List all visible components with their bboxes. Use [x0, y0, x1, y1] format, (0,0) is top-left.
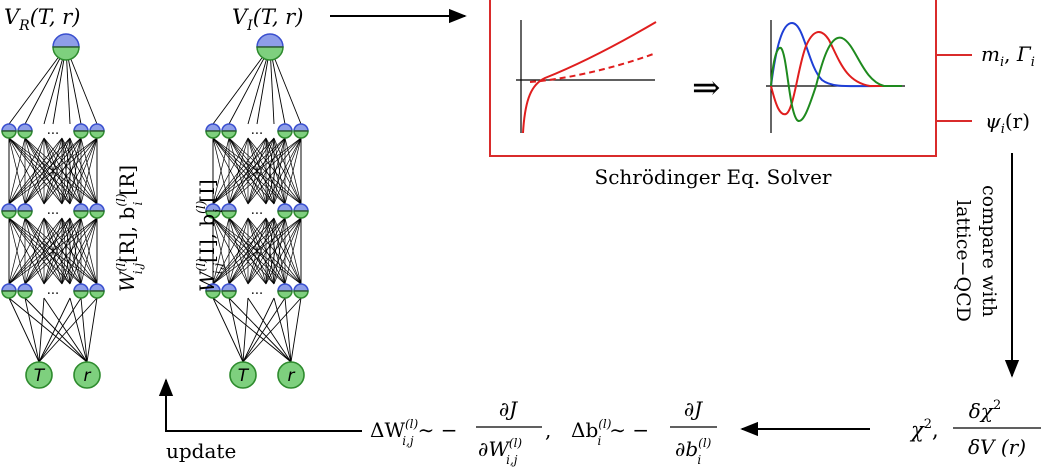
compare-label: compare with — [978, 185, 1000, 317]
network-real-hidden-node — [89, 283, 105, 299]
network-real-output-label: VR(T, r) — [4, 5, 80, 34]
wavefunction-blue-curve — [770, 21, 881, 88]
network-imag-weights-label: W(l) i,j[I], b(l) i[I] — [194, 179, 225, 292]
network-imag-input-node: r — [277, 361, 305, 389]
network-real-hidden-node — [17, 283, 33, 299]
formula-separator: , — [545, 418, 551, 442]
wavefunction-red-curve — [770, 31, 895, 116]
network-imag-hidden-node — [205, 203, 221, 219]
dW-lhs: ΔW(l) i,j ∼ − — [370, 417, 457, 448]
network-imag-hidden-node — [277, 123, 293, 139]
dW-denominator: ∂W(l) i,j — [478, 436, 522, 467]
network-real-hidden-node — [1, 203, 17, 219]
network-imag-hidden-node — [293, 203, 309, 219]
network-imag-hidden-ellipsis: ... — [251, 123, 263, 138]
network-real-hidden-ellipsis: ... — [47, 283, 59, 298]
solver-caption: Schrödinger Eq. Solver — [595, 165, 832, 189]
network-imag-hidden-node — [221, 203, 237, 219]
svg-text:lattice−QCD: lattice−QCD — [952, 200, 974, 322]
network-real-hidden-node — [89, 123, 105, 139]
output-mass-width-label: mi, Γi — [981, 42, 1035, 70]
network-imag-input-label: T — [238, 366, 250, 386]
network-real-hidden-node — [17, 123, 33, 139]
svg-text:compare with: compare with — [978, 185, 1000, 317]
network-imag-hidden-node — [293, 123, 309, 139]
network-real-hidden-node — [73, 123, 89, 139]
svg-text:W(l)i,j[I], b(l)i[I]: W(l) i,j[I], b(l) i[I] — [194, 179, 225, 292]
chi-squared-label: χ2, — [909, 417, 939, 442]
network-real-weights-label: W(l) i,j[R], b(l) i[R] — [114, 165, 145, 292]
network-real-input-label: T — [34, 366, 46, 386]
dW-numerator: ∂J — [499, 397, 518, 421]
network-real-input-label: r — [84, 366, 92, 386]
output-wavefunction-label: ψi(r) — [985, 109, 1030, 137]
schrodinger-solver-box: ⇒ — [489, 0, 937, 157]
arrow-update — [158, 378, 362, 432]
network-imag-output-node — [256, 33, 284, 61]
network-real-hidden-ellipsis: ... — [47, 203, 59, 218]
network-imag-hidden-node — [205, 283, 221, 299]
neural-network-real: ......... T r — [1, 33, 105, 389]
gradient-update-formula: ΔW(l) i,j ∼ − ∂J ∂W(l) i,j , Δb(l) i ∼ − ∂J ∂… — [370, 397, 717, 467]
network-imag-hidden-node — [293, 283, 309, 299]
potential-real-curve — [522, 21, 657, 134]
network-imag-hidden-node — [221, 123, 237, 139]
network-imag-hidden-node — [205, 123, 221, 139]
potential-imag-curve — [529, 52, 657, 83]
neural-network-imag: ......... T r — [205, 33, 309, 389]
network-real-input-node: r — [73, 361, 101, 389]
db-lhs: Δb(l) i ∼ − — [571, 417, 649, 448]
svg-text:W(l)i,j[R], b(l)i[R]: W(l) i,j[R], b(l) i[R] — [114, 165, 145, 292]
network-imag-hidden-node — [277, 283, 293, 299]
network-real-input-node: T — [25, 361, 53, 389]
chi-derivative-numerator: δχ2 — [969, 398, 1001, 423]
network-real-hidden-node — [1, 283, 17, 299]
network-imag-input-label: r — [288, 366, 296, 386]
network-real-hidden-node — [73, 283, 89, 299]
wavefunction-green-curve — [770, 36, 902, 122]
db-numerator: ∂J — [684, 397, 703, 421]
compare-label-line2: lattice−QCD — [952, 200, 974, 322]
network-real-output-node — [52, 33, 80, 61]
network-real-hidden-ellipsis: ... — [47, 123, 59, 138]
network-real-hidden-node — [1, 123, 17, 139]
network-real-hidden-node — [89, 203, 105, 219]
network-real-hidden-node — [73, 203, 89, 219]
update-label: update — [166, 439, 236, 463]
network-real-hidden-node — [17, 203, 33, 219]
network-imag-hidden-ellipsis: ... — [251, 203, 263, 218]
network-imag-input-node: T — [229, 361, 257, 389]
db-denominator: ∂b(l) i — [675, 436, 712, 467]
network-imag-hidden-node — [221, 283, 237, 299]
network-imag-hidden-node — [277, 203, 293, 219]
implies-symbol: ⇒ — [692, 68, 721, 108]
chi-derivative-denominator: δV (r) — [968, 435, 1026, 459]
network-imag-hidden-ellipsis: ... — [251, 283, 263, 298]
network-imag-output-label: VI(T, r) — [232, 5, 303, 34]
